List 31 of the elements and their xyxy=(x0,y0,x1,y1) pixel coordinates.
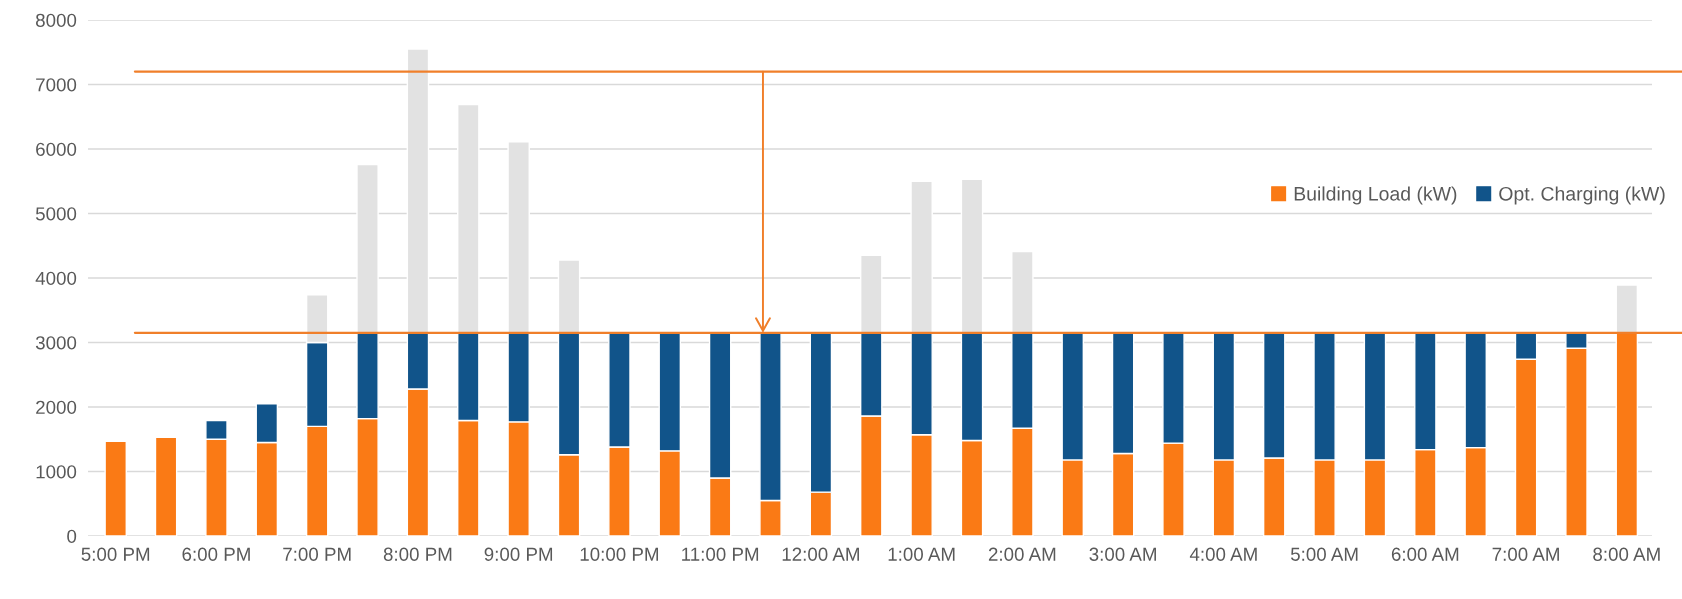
x-tick-label: 6:00 PM xyxy=(182,547,250,561)
bar xyxy=(1615,332,1639,536)
y-tick-label: 1000 xyxy=(36,465,77,479)
bar xyxy=(104,440,127,536)
x-tick-label: 3:00 AM xyxy=(1089,547,1156,561)
y-tick-label: 7000 xyxy=(36,78,77,92)
x-tick-label: 6:00 AM xyxy=(1391,547,1459,561)
x-tick-label: 5:00 AM xyxy=(1290,547,1358,561)
legend-label: Building Load (kW) xyxy=(1294,186,1457,205)
x-tick-label: 7:00 PM xyxy=(283,547,351,561)
y-tick-label: 8000 xyxy=(36,13,77,27)
x-tick-label: 7:00 AM xyxy=(1492,547,1559,561)
x-tick-label: 4:00 AM xyxy=(1189,547,1257,561)
y-tick-label: 4000 xyxy=(35,271,77,285)
x-tick-label: 5:00 PM xyxy=(81,547,150,561)
x-tick-label: 10:00 PM xyxy=(580,547,658,561)
x-tick-label: 8:00 AM xyxy=(1593,547,1660,561)
x-tick-label: 12:00 AM xyxy=(782,547,859,561)
y-tick-label: 3000 xyxy=(35,336,77,350)
y-tick-label: 2000 xyxy=(36,400,77,414)
y-tick-label: 6000 xyxy=(36,142,77,156)
x-tick-label: 11:00 PM xyxy=(682,547,759,561)
y-tick-label: 5000 xyxy=(35,207,77,221)
x-tick-label: 2:00 AM xyxy=(988,547,1056,561)
bar xyxy=(154,436,178,536)
x-tick-label: 9:00 PM xyxy=(484,547,553,561)
bar xyxy=(1615,284,1639,334)
legend-label: Opt. Charging (kW) xyxy=(1499,186,1665,205)
x-tick-label: 8:00 PM xyxy=(383,547,452,561)
x-tick-label: 1:00 AM xyxy=(888,547,955,561)
y-tick-label: 0 xyxy=(67,529,77,543)
